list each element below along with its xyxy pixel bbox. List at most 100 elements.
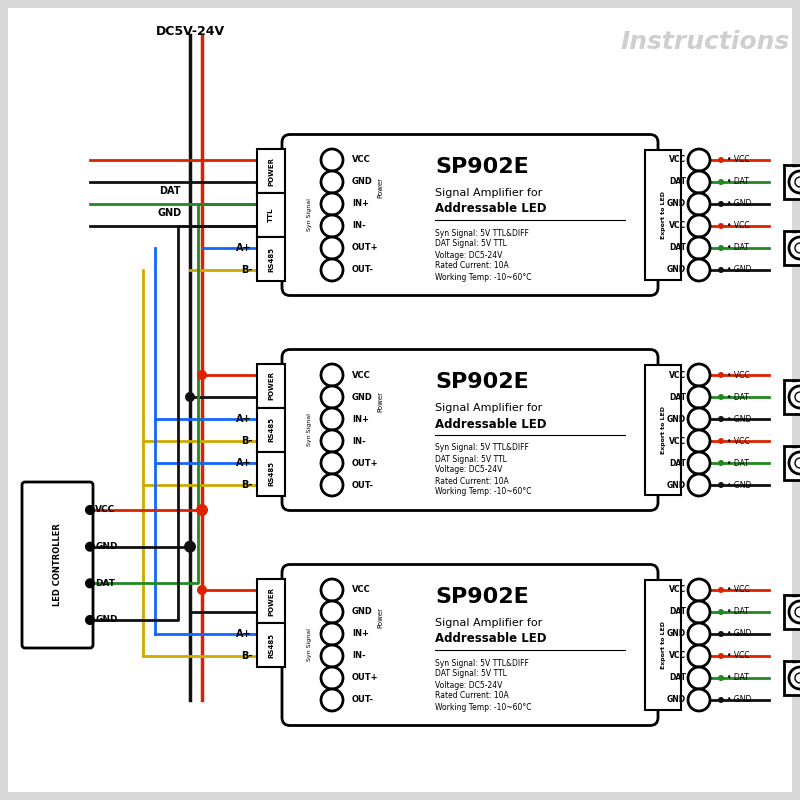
Text: • VCC: • VCC bbox=[727, 651, 750, 661]
Bar bbox=[257, 579, 285, 623]
Text: DAT: DAT bbox=[669, 674, 686, 682]
Circle shape bbox=[718, 372, 724, 378]
Text: Addressable LED: Addressable LED bbox=[435, 418, 546, 430]
Text: SP902E: SP902E bbox=[435, 372, 529, 392]
Text: VCC: VCC bbox=[669, 651, 686, 661]
Text: • DAT: • DAT bbox=[727, 243, 749, 253]
Text: Export to LED: Export to LED bbox=[661, 406, 666, 454]
Circle shape bbox=[184, 541, 196, 553]
Circle shape bbox=[789, 452, 800, 474]
Text: DAT: DAT bbox=[669, 607, 686, 617]
Circle shape bbox=[718, 675, 724, 681]
Text: Power: Power bbox=[377, 177, 383, 198]
Circle shape bbox=[718, 460, 724, 466]
Text: Syn Signal: 5V TTL&DIFF: Syn Signal: 5V TTL&DIFF bbox=[435, 658, 529, 667]
Text: VCC: VCC bbox=[669, 155, 686, 165]
Circle shape bbox=[795, 177, 800, 187]
Text: POWER: POWER bbox=[268, 371, 274, 401]
Circle shape bbox=[718, 609, 724, 615]
Text: B-: B- bbox=[241, 436, 252, 446]
FancyBboxPatch shape bbox=[282, 134, 658, 295]
FancyBboxPatch shape bbox=[282, 350, 658, 510]
Circle shape bbox=[688, 667, 710, 689]
Bar bbox=[257, 408, 285, 452]
Text: B-: B- bbox=[241, 651, 252, 661]
Text: Export to LED: Export to LED bbox=[661, 621, 666, 669]
Text: • GND: • GND bbox=[727, 266, 751, 274]
Text: • VCC: • VCC bbox=[727, 155, 750, 165]
Circle shape bbox=[321, 452, 343, 474]
Text: VCC: VCC bbox=[352, 370, 370, 379]
Circle shape bbox=[321, 645, 343, 667]
Bar bbox=[784, 165, 800, 199]
Text: IN+: IN+ bbox=[352, 414, 369, 423]
Circle shape bbox=[321, 623, 343, 645]
Text: • DAT: • DAT bbox=[727, 178, 749, 186]
Text: GND: GND bbox=[158, 208, 182, 218]
Circle shape bbox=[86, 542, 94, 550]
Text: • DAT: • DAT bbox=[727, 674, 749, 682]
Text: RS485: RS485 bbox=[268, 462, 274, 486]
Text: Voltage: DC5-24V: Voltage: DC5-24V bbox=[435, 466, 502, 474]
Text: GND: GND bbox=[667, 695, 686, 705]
Circle shape bbox=[718, 157, 724, 163]
Text: GND: GND bbox=[95, 615, 118, 625]
Circle shape bbox=[321, 364, 343, 386]
Text: • GND: • GND bbox=[727, 481, 751, 490]
Text: Syn Signal: 5V TTL&DIFF: Syn Signal: 5V TTL&DIFF bbox=[435, 443, 529, 453]
Text: GND: GND bbox=[667, 481, 686, 490]
Text: DAT: DAT bbox=[669, 458, 686, 467]
Circle shape bbox=[789, 601, 800, 623]
Circle shape bbox=[321, 430, 343, 452]
Circle shape bbox=[185, 392, 195, 402]
Text: Working Temp: -10~60°C: Working Temp: -10~60°C bbox=[435, 702, 531, 711]
Bar bbox=[257, 193, 285, 237]
Text: RS485: RS485 bbox=[268, 633, 274, 658]
Text: VCC: VCC bbox=[669, 222, 686, 230]
Circle shape bbox=[688, 149, 710, 171]
Circle shape bbox=[688, 452, 710, 474]
Circle shape bbox=[718, 587, 724, 593]
FancyBboxPatch shape bbox=[8, 8, 792, 792]
Text: B-: B- bbox=[241, 480, 252, 490]
Circle shape bbox=[718, 653, 724, 659]
Text: Signal Amplifier for: Signal Amplifier for bbox=[435, 188, 542, 198]
Circle shape bbox=[321, 601, 343, 623]
Text: • VCC: • VCC bbox=[727, 222, 750, 230]
Text: DAT Signal: 5V TTL: DAT Signal: 5V TTL bbox=[435, 239, 507, 249]
Text: Syn Signal: Syn Signal bbox=[307, 629, 313, 662]
Bar bbox=[257, 623, 285, 667]
Bar bbox=[257, 237, 285, 281]
Circle shape bbox=[789, 171, 800, 193]
FancyBboxPatch shape bbox=[282, 565, 658, 726]
Text: Addressable LED: Addressable LED bbox=[435, 633, 546, 646]
Text: IN-: IN- bbox=[352, 651, 366, 661]
Text: • GND: • GND bbox=[727, 695, 751, 705]
Text: GND: GND bbox=[352, 607, 373, 617]
Bar bbox=[645, 365, 681, 495]
Text: SP902E: SP902E bbox=[435, 157, 529, 177]
Circle shape bbox=[718, 267, 724, 273]
Text: GND: GND bbox=[667, 630, 686, 638]
Circle shape bbox=[197, 585, 207, 595]
Circle shape bbox=[321, 237, 343, 259]
Bar bbox=[645, 580, 681, 710]
Circle shape bbox=[321, 149, 343, 171]
Text: • GND: • GND bbox=[727, 630, 751, 638]
Circle shape bbox=[321, 408, 343, 430]
Circle shape bbox=[718, 631, 724, 637]
FancyBboxPatch shape bbox=[22, 482, 93, 648]
Text: DAT: DAT bbox=[95, 579, 115, 588]
Text: A+: A+ bbox=[236, 414, 252, 424]
Text: Signal Amplifier for: Signal Amplifier for bbox=[435, 403, 542, 413]
Text: Rated Current: 10A: Rated Current: 10A bbox=[435, 477, 509, 486]
Circle shape bbox=[718, 482, 724, 488]
Circle shape bbox=[688, 474, 710, 496]
Circle shape bbox=[795, 673, 800, 683]
Text: Addressable LED: Addressable LED bbox=[435, 202, 546, 215]
Circle shape bbox=[718, 201, 724, 207]
Bar bbox=[784, 595, 800, 629]
Text: IN-: IN- bbox=[352, 437, 366, 446]
Circle shape bbox=[795, 243, 800, 253]
Text: DAT: DAT bbox=[669, 178, 686, 186]
